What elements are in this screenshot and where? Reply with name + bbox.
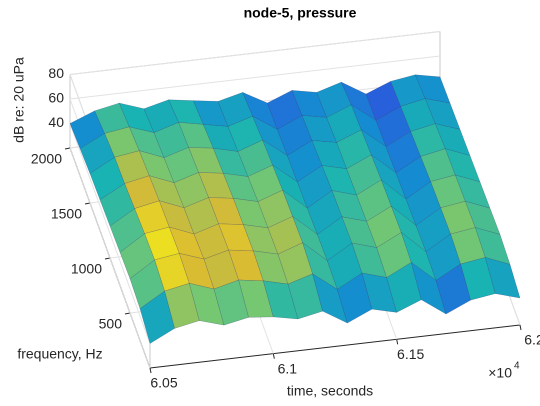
grid-line — [69, 147, 151, 369]
grid-line — [69, 123, 151, 344]
axis-box — [149, 324, 521, 369]
y-axis-label: frequency, Hz — [17, 346, 102, 362]
y-tick-label: 2000 — [31, 151, 62, 167]
x-multiplier-base: ×10 — [488, 365, 512, 381]
x-tick-label: 6.2 — [524, 332, 540, 348]
tick-mark — [64, 147, 71, 150]
x-tick-label: 6.1 — [278, 360, 298, 376]
x-axis-label: time, seconds — [287, 383, 373, 399]
tick-mark — [519, 324, 522, 331]
tick-mark — [104, 257, 111, 260]
y-tick-label: 1500 — [51, 206, 82, 222]
x-multiplier-power: 4 — [514, 361, 520, 372]
surface-patch — [485, 257, 521, 299]
tick-mark — [124, 312, 131, 315]
y-tick-label: 500 — [99, 316, 123, 332]
tick-mark — [396, 339, 399, 345]
z-tick-label: 60 — [48, 90, 64, 106]
grid-line — [69, 31, 441, 75]
tick-mark — [84, 202, 91, 205]
y-tick-label: 1000 — [71, 261, 102, 277]
x-tick-label: 6.15 — [397, 346, 424, 362]
z-tick-label: 40 — [48, 114, 64, 130]
z-tick-label: 80 — [48, 65, 64, 81]
chart-title: node-5, pressure — [244, 5, 357, 21]
tick-mark — [272, 353, 275, 359]
z-axis-label: dB re: 20 uPa — [11, 57, 27, 143]
grid-line — [69, 55, 441, 100]
x-tick-label: 6.05 — [150, 375, 177, 391]
tick-mark — [149, 367, 152, 374]
